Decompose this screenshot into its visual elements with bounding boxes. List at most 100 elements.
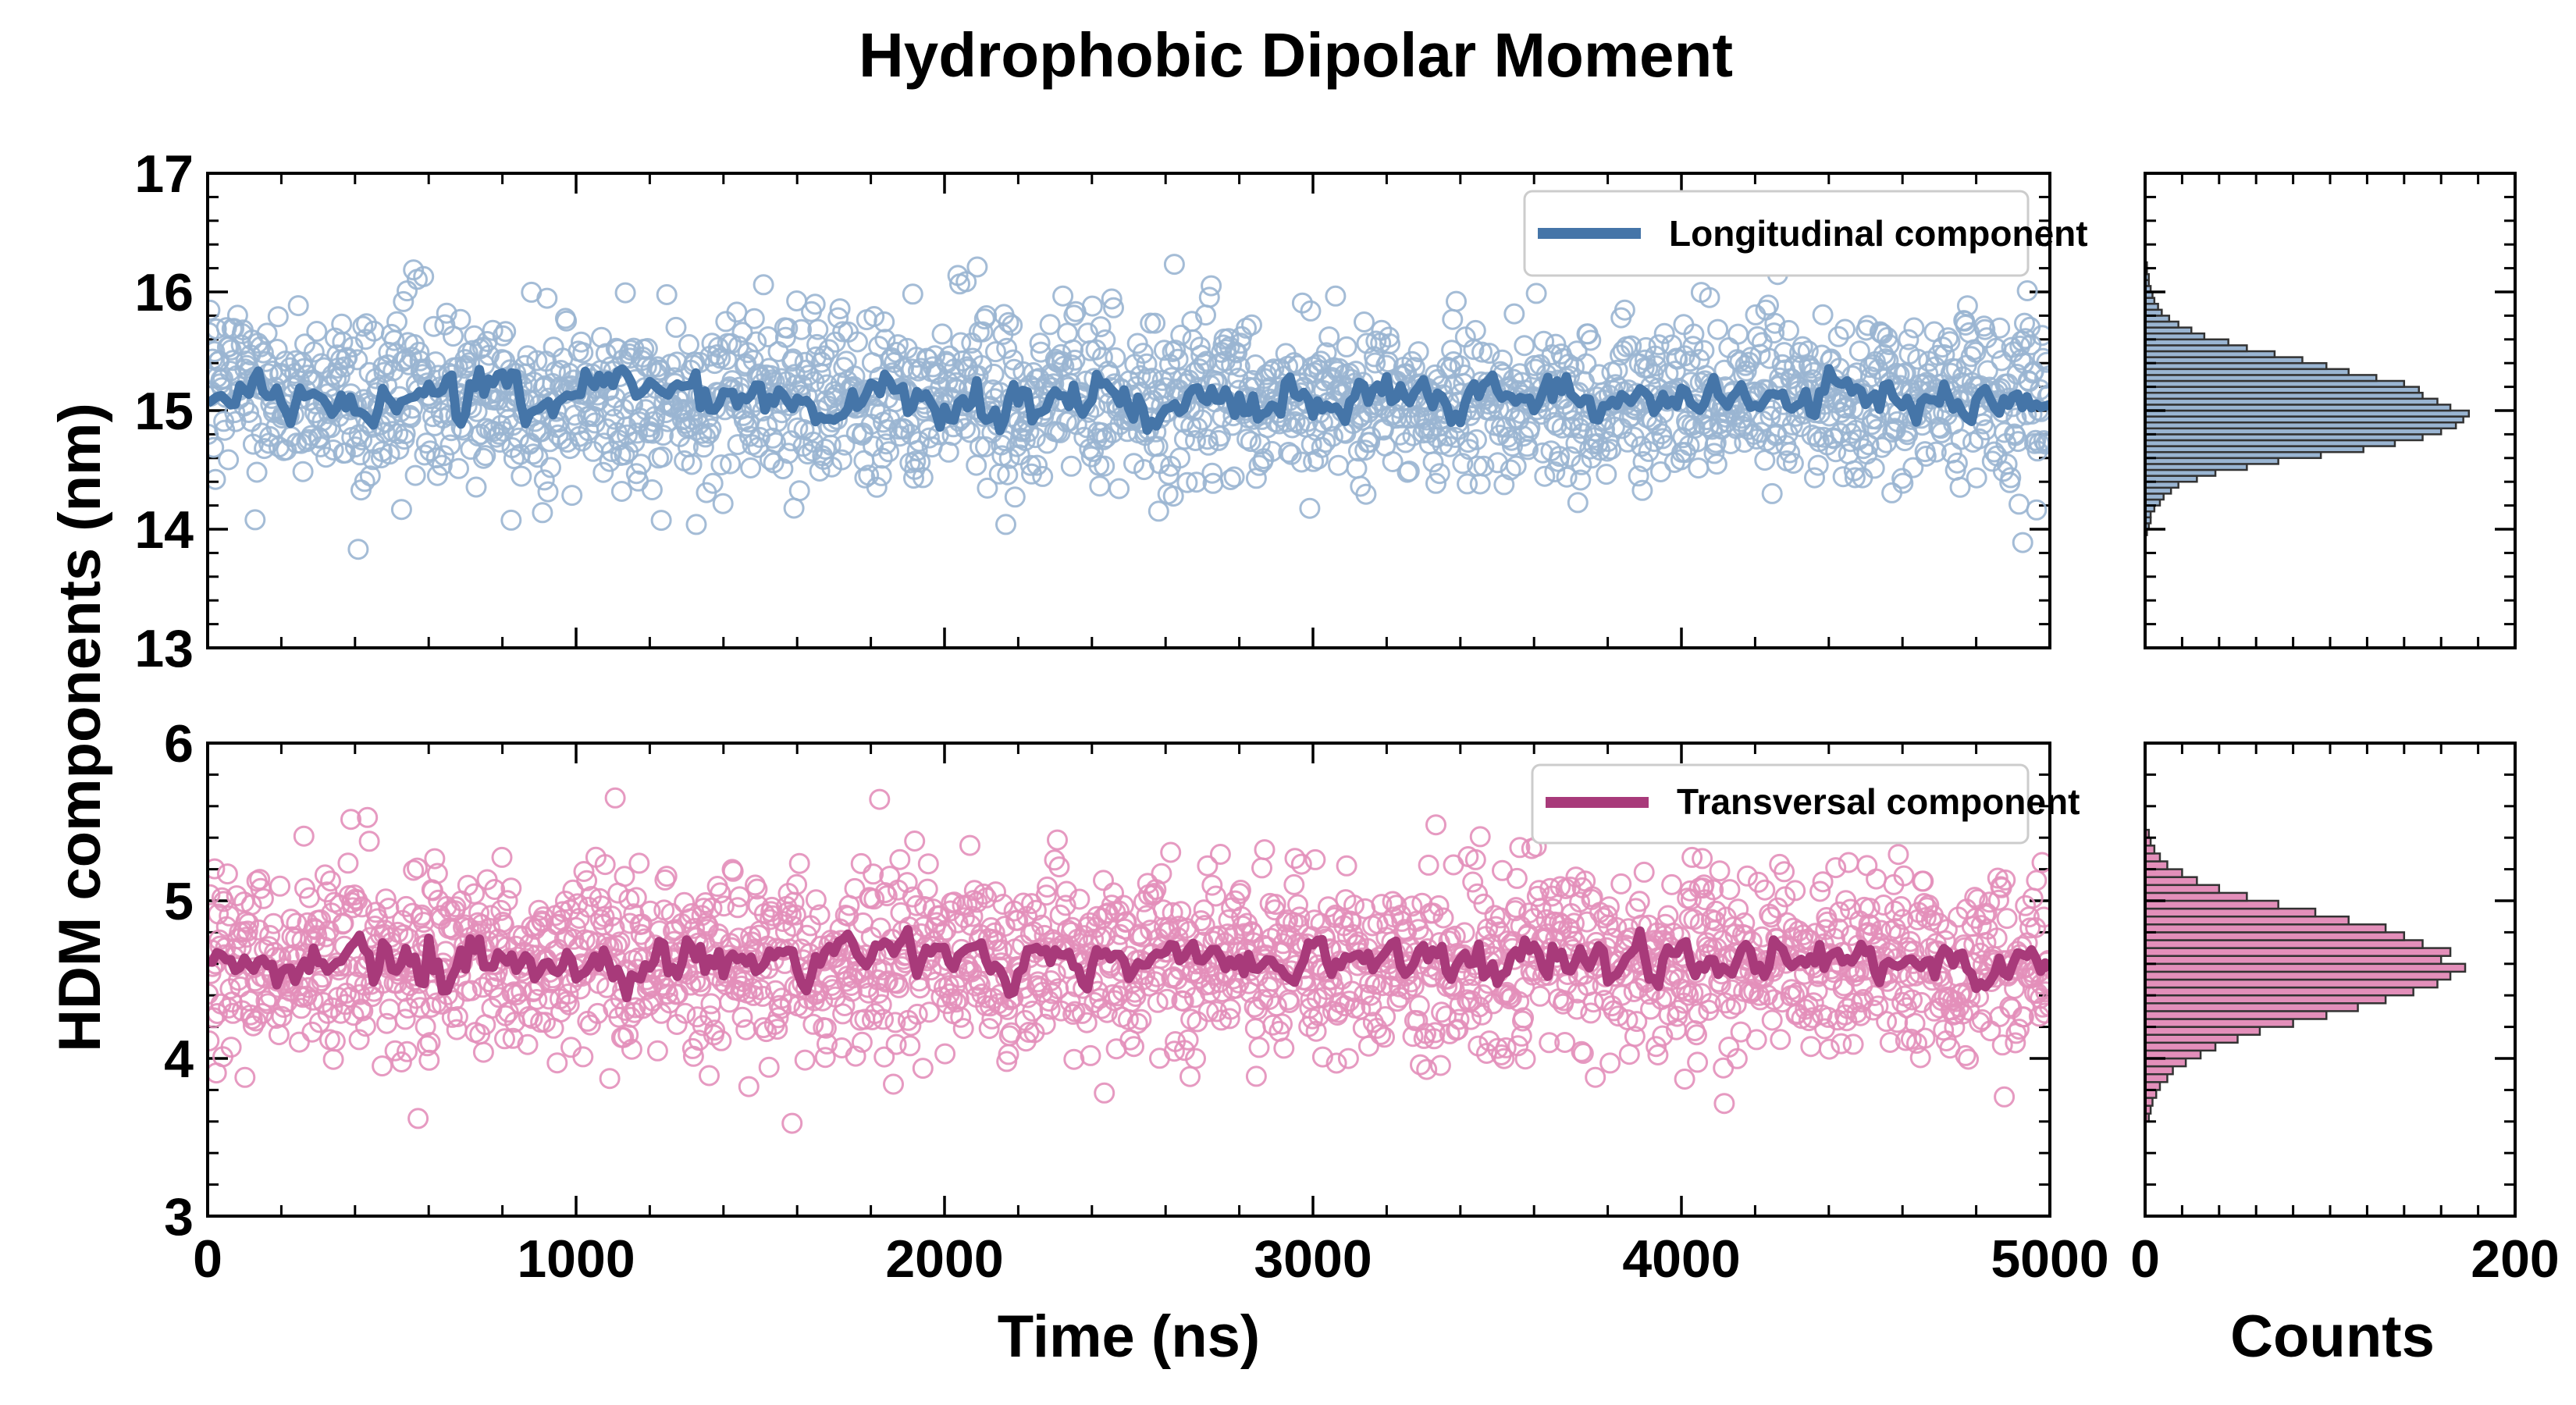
top-point bbox=[627, 422, 648, 444]
bottom-point bbox=[1424, 1022, 1446, 1044]
top-point bbox=[532, 502, 553, 524]
bottom-point bbox=[2022, 887, 2044, 909]
bottom-point bbox=[953, 907, 975, 929]
bottom-point bbox=[579, 1014, 601, 1036]
top-point bbox=[2012, 532, 2033, 553]
top-point bbox=[1226, 342, 1248, 364]
bottom-point bbox=[2008, 1019, 2030, 1040]
bottom-point bbox=[1661, 873, 1683, 895]
top-point bbox=[995, 514, 1016, 535]
top-point bbox=[1735, 360, 1757, 382]
top-point bbox=[1026, 454, 1048, 476]
bottom-point bbox=[1190, 910, 1212, 932]
bottom-point bbox=[884, 1012, 906, 1033]
bottom-point bbox=[1114, 918, 1136, 940]
top-point bbox=[1132, 343, 1154, 365]
top-point bbox=[704, 353, 726, 375]
top-point bbox=[1551, 417, 1573, 439]
bottom-point bbox=[1914, 1027, 1936, 1049]
bottom-point bbox=[1059, 991, 1081, 1013]
top-point bbox=[1089, 475, 1111, 497]
top-point bbox=[685, 514, 707, 535]
bottom-hist-bar bbox=[2144, 1072, 2169, 1083]
bottom-point bbox=[1069, 888, 1091, 910]
bottom-point bbox=[1371, 894, 1393, 916]
legend-bottom: Transversal component bbox=[1531, 763, 2080, 845]
bottom-point bbox=[493, 914, 514, 936]
top-point bbox=[1407, 341, 1429, 363]
bottom-point bbox=[997, 998, 1019, 1020]
top-ytick-label: 13 bbox=[134, 619, 194, 678]
top-point bbox=[794, 351, 816, 373]
top-point bbox=[450, 308, 471, 330]
top-point bbox=[876, 419, 898, 440]
bottom-point bbox=[1305, 1020, 1327, 1042]
legend-top-box bbox=[1523, 190, 2030, 277]
top-point bbox=[866, 476, 888, 498]
top-point bbox=[1201, 462, 1223, 484]
bottom-hist-bar bbox=[2144, 986, 2414, 997]
top-point bbox=[829, 298, 851, 320]
top-point bbox=[617, 424, 638, 446]
bottom-point bbox=[468, 902, 489, 923]
top-point bbox=[959, 422, 980, 443]
top-point bbox=[1649, 461, 1671, 482]
bottom-point bbox=[646, 1040, 668, 1062]
top-point bbox=[788, 480, 810, 502]
bottom-point bbox=[447, 1006, 468, 1027]
top-point bbox=[390, 499, 412, 521]
bottom-point bbox=[817, 1033, 838, 1055]
bottom-point bbox=[1509, 837, 1531, 859]
bottom-point bbox=[237, 920, 258, 942]
top-point bbox=[870, 464, 892, 486]
bottom-point bbox=[1633, 861, 1655, 883]
bottom-point bbox=[216, 863, 238, 885]
bottom-point bbox=[1850, 1005, 1871, 1026]
bottom-point bbox=[1254, 839, 1276, 861]
bottom-point bbox=[690, 975, 712, 997]
top-point bbox=[1580, 329, 1602, 351]
bottom-point bbox=[1080, 1044, 1101, 1066]
top-point bbox=[296, 431, 318, 453]
bottom-point bbox=[1514, 1048, 1536, 1070]
bottom-point bbox=[722, 860, 744, 882]
top-point bbox=[1276, 411, 1297, 433]
bottom-point bbox=[950, 1006, 972, 1028]
top-frame bbox=[206, 172, 2051, 649]
top-point bbox=[1827, 325, 1849, 347]
top-point bbox=[1872, 323, 1894, 345]
top-point bbox=[1162, 486, 1184, 507]
top-point bbox=[1588, 364, 1610, 386]
bottom-point bbox=[1888, 844, 1909, 866]
bottom-point bbox=[1432, 907, 1454, 929]
bottom-point bbox=[213, 891, 235, 912]
bottom-point bbox=[1818, 1038, 1840, 1060]
bottom-xtick-label: 5000 bbox=[1991, 1229, 2108, 1289]
bottom-hist-bar bbox=[2144, 1010, 2328, 1020]
top-point bbox=[495, 321, 517, 343]
top-point bbox=[1062, 339, 1084, 361]
bottom-point bbox=[1606, 916, 1628, 938]
bottom-point bbox=[556, 991, 578, 1012]
bottom-point bbox=[558, 994, 580, 1016]
bottom-point bbox=[758, 1056, 780, 1078]
top-point bbox=[359, 465, 381, 487]
bottom-point bbox=[1979, 891, 2001, 913]
bottom-point bbox=[1185, 1048, 1206, 1069]
bottom-point bbox=[1183, 987, 1205, 1008]
top-point bbox=[537, 481, 559, 503]
bottom-point bbox=[220, 1037, 242, 1058]
top-point bbox=[333, 356, 355, 378]
top-point bbox=[1915, 446, 1937, 467]
bottom-point bbox=[2015, 895, 2037, 916]
top-point bbox=[1749, 343, 1771, 365]
bottom-point bbox=[786, 873, 808, 895]
top-point bbox=[1949, 476, 1971, 498]
top-point bbox=[1173, 429, 1195, 450]
top-point bbox=[1560, 446, 1582, 468]
bottom-point bbox=[500, 877, 522, 899]
bottom-point bbox=[1713, 1093, 1735, 1115]
top-point bbox=[533, 469, 555, 491]
top-point bbox=[2026, 499, 2048, 521]
bottom-point bbox=[1800, 1036, 1822, 1058]
